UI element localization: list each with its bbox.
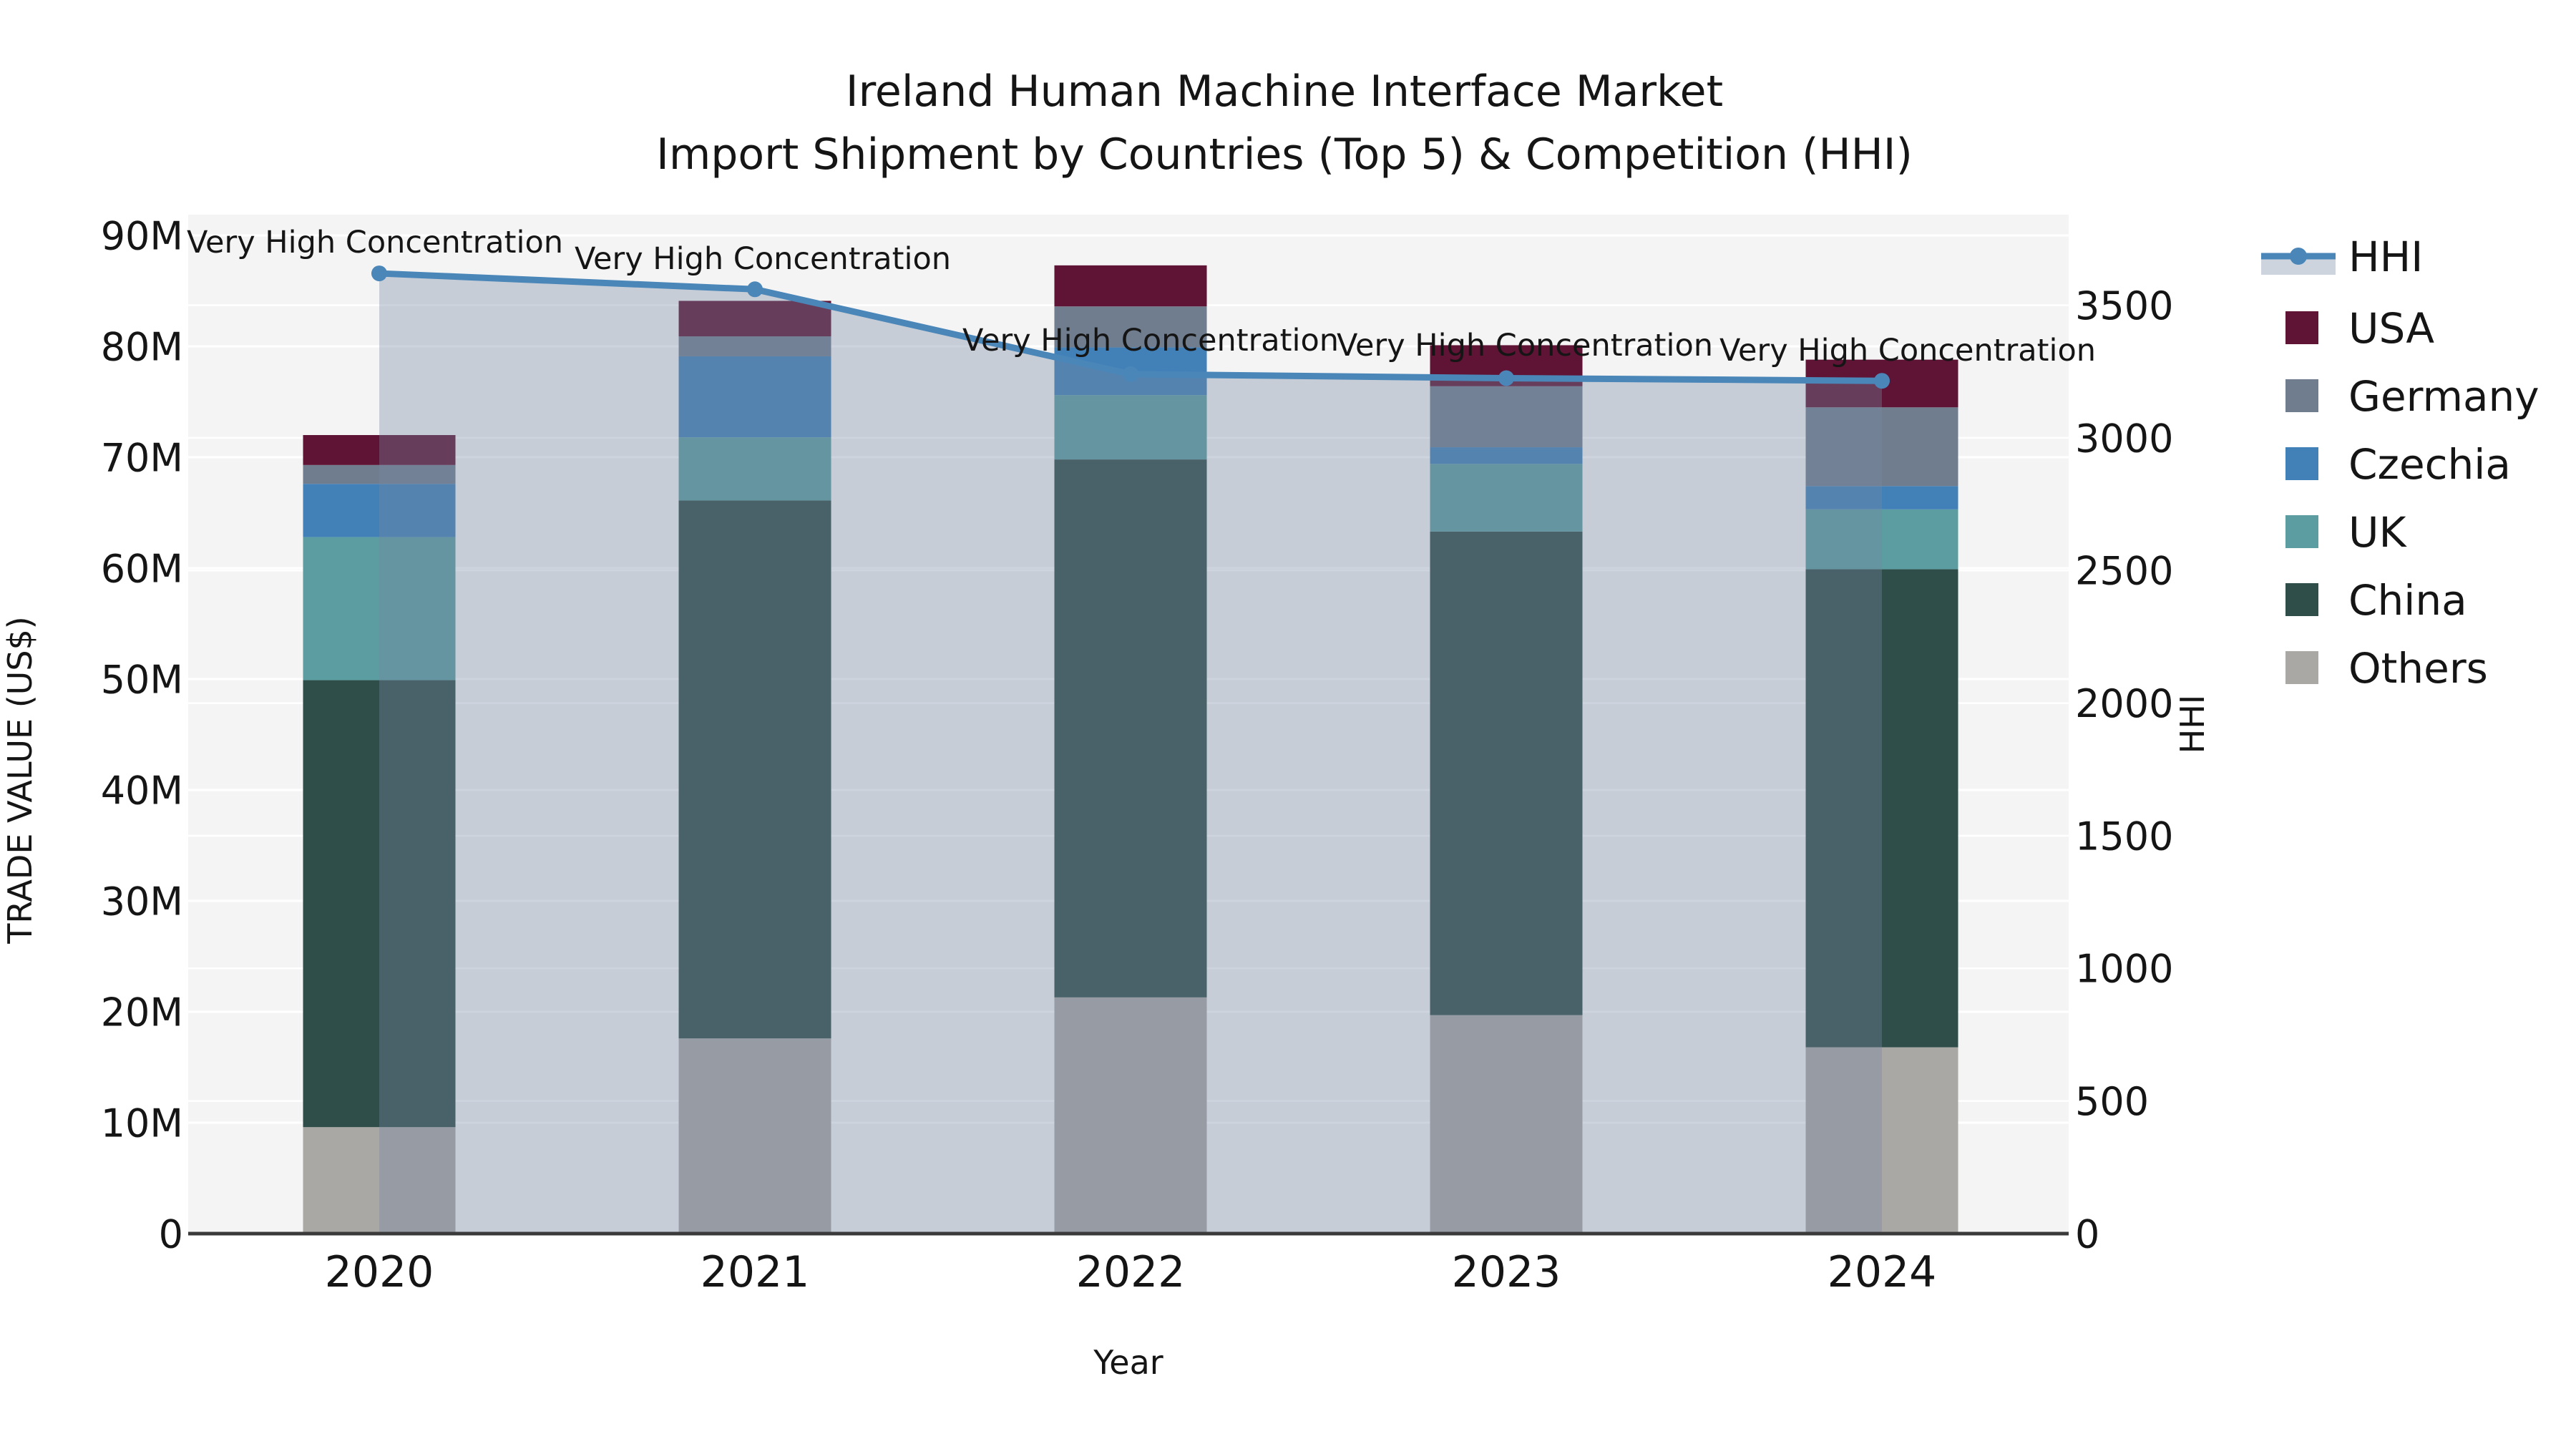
bar-segment-germany-2024	[1805, 407, 1958, 487]
bar-segment-china-2022	[1054, 459, 1207, 997]
hhi-marker-2023	[1498, 370, 1514, 386]
plot-layer: Very High Concentration Very High Concent…	[101, 213, 2174, 1297]
y-left-tick-10M: 10M	[101, 1101, 183, 1146]
hhi-marker-2024	[1874, 373, 1890, 389]
bar-segment-china-2021	[678, 500, 831, 1039]
x-tick-2020: 2020	[325, 1247, 434, 1297]
legend-label-czechia: Czechia	[2348, 440, 2511, 489]
bar-segment-germany-2022	[1054, 306, 1207, 348]
bar-segment-usa-2020	[303, 435, 456, 465]
legend-swatch-uk	[2285, 515, 2318, 548]
y-left-tick-50M: 50M	[101, 657, 183, 702]
legend-item-czechia: Czechia	[2285, 440, 2511, 489]
y-left-tick-30M: 30M	[101, 879, 183, 924]
legend-label-others: Others	[2348, 644, 2488, 693]
bar-segment-czechia-2024	[1805, 486, 1958, 509]
x-tick-2024: 2024	[1828, 1247, 1937, 1297]
chart-title-line1: Ireland Human Machine Interface Market	[846, 67, 1723, 117]
y-left-tick-60M: 60M	[101, 546, 183, 591]
legend-swatch-others	[2285, 651, 2318, 684]
y-right-tick-2500: 2500	[2075, 549, 2173, 594]
y-right-tick-0: 0	[2075, 1211, 2099, 1257]
legend-hhi-marker-sample	[2290, 248, 2307, 265]
legend-item-others: Others	[2285, 644, 2488, 693]
hhi-marker-2020	[371, 265, 387, 282]
legend-swatch-china	[2285, 583, 2318, 616]
bar-segment-czechia-2023	[1430, 447, 1583, 464]
legend-label-usa: USA	[2348, 304, 2434, 353]
bar-segment-uk-2024	[1805, 509, 1958, 570]
bar-segment-china-2020	[303, 680, 456, 1128]
bar-segment-usa-2021	[678, 301, 831, 337]
hhi-area-fill	[379, 273, 1882, 1234]
y-left-tick-40M: 40M	[101, 768, 183, 813]
bar-segment-usa-2022	[1054, 265, 1207, 307]
legend-item-china: China	[2285, 576, 2467, 625]
bar-segment-uk-2020	[303, 537, 456, 680]
y-right-axis-title: HHI	[2173, 695, 2212, 754]
y-right-tick-3000: 3000	[2075, 416, 2173, 461]
bar-segment-czechia-2020	[303, 484, 456, 537]
bar-segment-china-2024	[1805, 569, 1958, 1048]
bar-segment-uk-2023	[1430, 464, 1583, 532]
annotation-2022: Very High Concentration	[962, 323, 1339, 358]
legend-item-uk: UK	[2285, 508, 2407, 557]
legend-item-hhi: HHI	[2261, 233, 2423, 281]
y-right-tick-500: 500	[2075, 1079, 2149, 1124]
y-left-tick-20M: 20M	[101, 990, 183, 1035]
y-left-tick-70M: 70M	[101, 435, 183, 480]
bar-segment-china-2023	[1430, 531, 1583, 1015]
hhi-marker-2021	[747, 281, 763, 298]
annotation-2020: Very High Concentration	[187, 225, 563, 260]
y-left-axis-title: TRADE VALUE (US$)	[1, 616, 39, 944]
bar-segment-others-2021	[678, 1038, 831, 1234]
legend-label-uk: UK	[2348, 508, 2407, 557]
bar-segment-uk-2021	[678, 437, 831, 501]
legend-label-hhi: HHI	[2348, 233, 2423, 281]
x-tick-2022: 2022	[1076, 1247, 1186, 1297]
bar-segment-others-2023	[1430, 1015, 1583, 1234]
legend: HHI USA Germany Czechia UK China Others	[2261, 233, 2540, 693]
bar-segment-czechia-2021	[678, 356, 831, 438]
legend-swatch-usa	[2285, 311, 2318, 344]
legend-item-germany: Germany	[2285, 372, 2540, 421]
bar-segment-germany-2020	[303, 464, 456, 484]
y-left-tick-80M: 80M	[101, 324, 183, 369]
bar-segment-others-2022	[1054, 997, 1207, 1234]
bar-segment-germany-2021	[678, 336, 831, 356]
y-right-tick-2000: 2000	[2075, 681, 2173, 726]
bar-segment-uk-2022	[1054, 395, 1207, 460]
legend-label-germany: Germany	[2348, 372, 2540, 421]
bar-segment-others-2020	[303, 1127, 456, 1234]
annotation-2023: Very High Concentration	[1337, 328, 1713, 364]
annotation-2024: Very High Concentration	[1719, 333, 2096, 369]
bar-segment-others-2024	[1805, 1047, 1958, 1234]
legend-item-usa: USA	[2285, 304, 2434, 353]
annotation-2021: Very High Concentration	[575, 241, 951, 277]
y-right-tick-1500: 1500	[2075, 814, 2173, 859]
legend-swatch-czechia	[2285, 447, 2318, 480]
x-axis-title: Year	[1093, 1343, 1163, 1382]
x-tick-2021: 2021	[701, 1247, 810, 1297]
bar-segment-germany-2023	[1430, 386, 1583, 448]
hhi-marker-2022	[1123, 366, 1138, 382]
y-right-tick-1000: 1000	[2075, 947, 2173, 992]
y-left-tick-0: 0	[159, 1211, 183, 1257]
y-left-tick-90M: 90M	[101, 213, 183, 258]
x-tick-2023: 2023	[1452, 1247, 1561, 1297]
legend-label-china: China	[2348, 576, 2467, 625]
chart-title-line2: Import Shipment by Countries (Top 5) & C…	[656, 130, 1913, 180]
legend-swatch-germany	[2285, 379, 2318, 412]
y-right-tick-3500: 3500	[2075, 283, 2173, 328]
